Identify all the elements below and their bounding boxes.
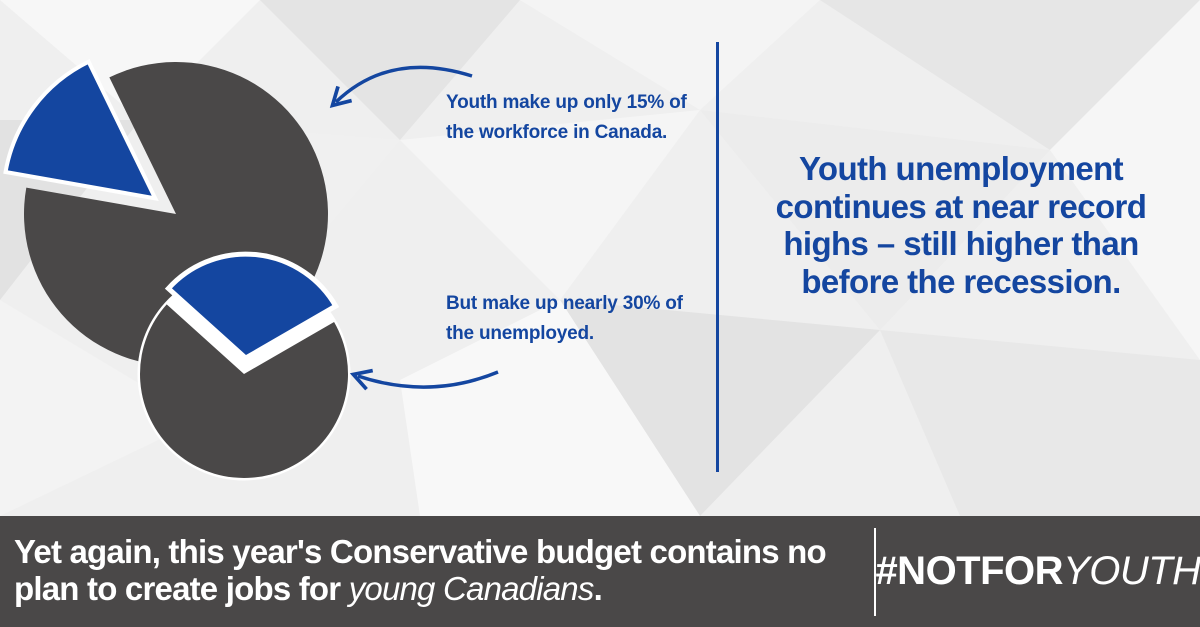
background-polygons	[0, 0, 880, 516]
footer-banner: Yet again, this year's Conservative budg…	[0, 516, 1200, 627]
arrow-to-workforce-slice	[329, 65, 473, 108]
callout-unemployed: But make up nearly 30% of the unemployed…	[446, 293, 683, 345]
hashtag-emphasis: YOUTH	[1063, 549, 1200, 593]
vertical-divider	[716, 42, 719, 472]
arrow-to-unemployed-slice	[349, 368, 499, 391]
pie-charts	[3, 59, 499, 481]
pie-unemployed-slice-other	[140, 304, 348, 478]
hashtag-main: #NOTFOR	[875, 549, 1064, 593]
headline: Youth unemployment continues at near rec…	[775, 150, 1147, 300]
footer-message-end: .	[593, 569, 603, 607]
pie-workforce-slice-youth	[3, 59, 159, 202]
footer-message-main: Yet again, this year's Conservative budg…	[14, 533, 827, 607]
callout-workforce: Youth make up only 15% of the workforce …	[446, 92, 687, 144]
pie-chart-unemployed	[137, 251, 351, 481]
hashtag: #NOTFOR YOUTH	[875, 516, 1200, 627]
footer-message: Yet again, this year's Conservative budg…	[14, 533, 854, 608]
footer-divider	[874, 528, 876, 616]
pie-unemployed-slice-youth	[164, 251, 340, 362]
footer-message-emphasis: young Canadians	[348, 569, 595, 607]
